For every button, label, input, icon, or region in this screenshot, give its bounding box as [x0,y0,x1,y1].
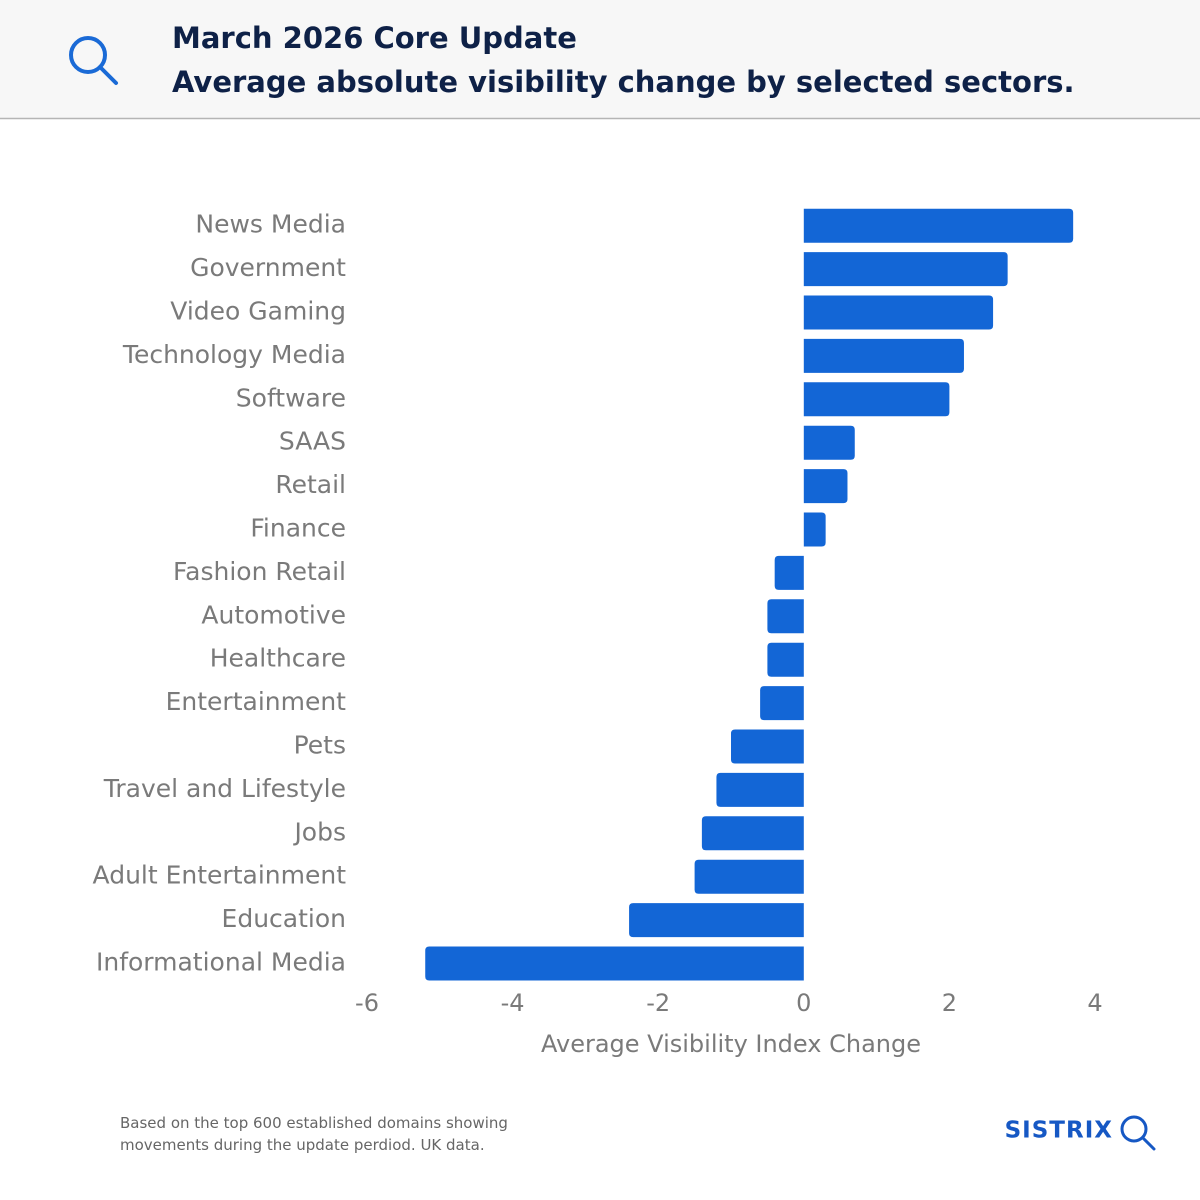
x-tick-label: 4 [1087,989,1102,1017]
bar [716,772,804,807]
bar [767,599,804,634]
y-tick-label: Jobs [292,817,346,846]
y-tick-label: Travel and Lifestyle [103,774,346,803]
x-tick-label: -4 [501,989,525,1017]
bar [767,642,804,677]
x-tick-label: 2 [942,989,957,1017]
bar [694,859,804,894]
brand-icon [1120,1115,1156,1151]
y-tick-label: Technology Media [122,340,346,369]
bar [629,903,804,938]
bar [803,208,1074,243]
y-tick-label: Finance [250,514,346,543]
bar [701,816,804,851]
y-tick-label: Pets [294,731,346,760]
x-tick-label: 0 [796,989,811,1017]
y-tick-label: News Media [195,210,346,239]
bar [803,469,848,504]
bar [425,946,804,981]
bar [803,252,1008,287]
y-tick-label: Entertainment [166,687,347,716]
y-tick-label: Video Gaming [170,297,346,326]
y-tick-label: Retail [275,470,346,499]
y-tick-label: Education [222,904,346,933]
search-icon [69,36,118,85]
y-tick-label: Fashion Retail [173,557,346,586]
y-tick-label: Healthcare [210,644,346,673]
footnote: Based on the top 600 established domains… [120,1114,508,1154]
bar [803,295,994,330]
bar [774,555,804,590]
x-tick-label: -6 [355,989,379,1017]
x-tick-label: -2 [646,989,670,1017]
x-axis-label: Average Visibility Index Change [541,1030,921,1058]
y-tick-label: Automotive [201,600,346,629]
bar [803,512,826,547]
chart-subtitle: Average absolute visibility change by se… [172,65,1075,99]
y-tick-label: Government [190,253,346,282]
y-tick-label: Informational Media [96,948,346,977]
chart-title: March 2026 Core Update [172,21,577,55]
y-tick-label: Software [236,383,346,412]
y-tick-label: SAAS [279,427,346,456]
bar [803,338,964,373]
bar [803,425,855,460]
brand: SISTRIX [1005,1118,1113,1144]
bar [731,729,804,764]
y-tick-label: Adult Entertainment [93,861,347,890]
bar [760,686,804,721]
header-band [0,0,1200,118]
bar [803,382,950,417]
